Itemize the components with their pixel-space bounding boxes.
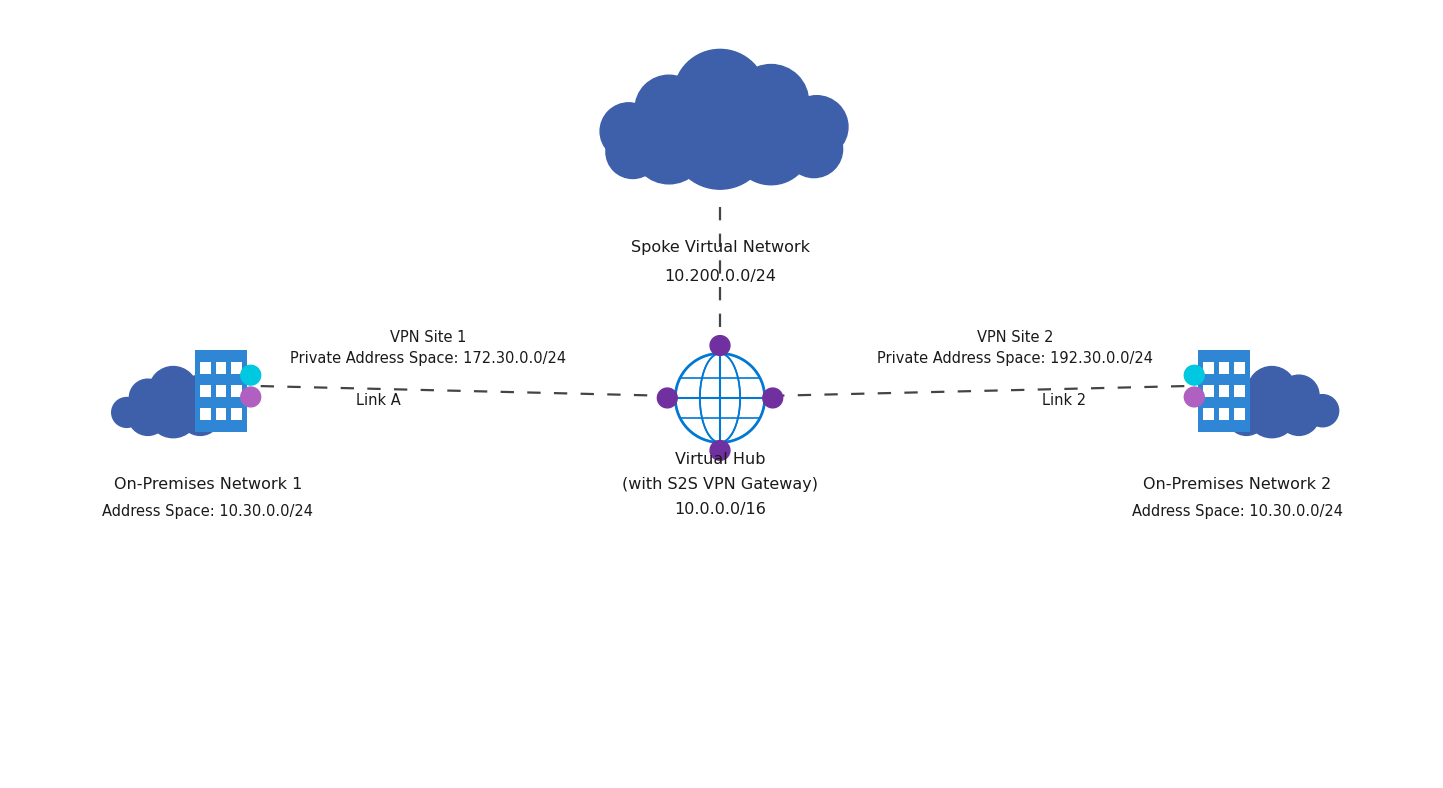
- Text: Virtual Hub: Virtual Hub: [675, 452, 765, 467]
- Text: Link 2: Link 2: [1042, 393, 1087, 408]
- FancyBboxPatch shape: [216, 385, 227, 396]
- FancyBboxPatch shape: [1198, 351, 1250, 432]
- Circle shape: [785, 121, 843, 177]
- Circle shape: [241, 387, 261, 407]
- Circle shape: [1247, 387, 1297, 437]
- Circle shape: [763, 388, 782, 408]
- Circle shape: [111, 397, 141, 427]
- Text: Private Address Space: 192.30.0.0/24: Private Address Space: 192.30.0.0/24: [877, 351, 1153, 366]
- FancyBboxPatch shape: [201, 362, 211, 374]
- Circle shape: [179, 394, 221, 436]
- Circle shape: [1227, 396, 1266, 436]
- Circle shape: [149, 366, 198, 414]
- Text: VPN Site 2: VPN Site 2: [977, 329, 1053, 344]
- Text: 10.200.0.0/24: 10.200.0.0/24: [664, 269, 776, 284]
- Circle shape: [1248, 366, 1296, 414]
- FancyBboxPatch shape: [231, 385, 241, 396]
- Circle shape: [1185, 387, 1205, 407]
- Circle shape: [147, 387, 199, 437]
- Text: VPN Site 1: VPN Site 1: [390, 329, 466, 344]
- Circle shape: [733, 65, 808, 139]
- Circle shape: [710, 336, 730, 355]
- Circle shape: [130, 379, 166, 416]
- Text: On-Premises Network 1: On-Premises Network 1: [114, 477, 302, 492]
- Circle shape: [785, 95, 848, 158]
- Circle shape: [1278, 394, 1319, 436]
- Circle shape: [606, 125, 659, 179]
- Text: Link A: Link A: [355, 393, 400, 408]
- Circle shape: [1306, 395, 1339, 427]
- Circle shape: [1185, 366, 1205, 385]
- FancyBboxPatch shape: [201, 408, 211, 420]
- FancyBboxPatch shape: [231, 408, 241, 420]
- Circle shape: [674, 50, 766, 142]
- FancyBboxPatch shape: [1203, 408, 1214, 420]
- Circle shape: [1278, 375, 1319, 415]
- Circle shape: [635, 75, 703, 143]
- FancyBboxPatch shape: [1219, 362, 1229, 374]
- FancyBboxPatch shape: [1234, 385, 1245, 396]
- Circle shape: [241, 366, 261, 385]
- Text: On-Premises Network 2: On-Premises Network 2: [1143, 477, 1330, 492]
- Circle shape: [1211, 397, 1241, 427]
- Circle shape: [671, 91, 769, 189]
- Circle shape: [600, 102, 658, 160]
- FancyBboxPatch shape: [1234, 408, 1245, 420]
- Circle shape: [632, 109, 707, 184]
- FancyBboxPatch shape: [1234, 362, 1245, 374]
- Text: Address Space: 10.30.0.0/24: Address Space: 10.30.0.0/24: [102, 504, 313, 519]
- FancyBboxPatch shape: [216, 362, 227, 374]
- Text: Private Address Space: 172.30.0.0/24: Private Address Space: 172.30.0.0/24: [290, 351, 566, 366]
- FancyBboxPatch shape: [1203, 362, 1214, 374]
- Circle shape: [658, 388, 677, 408]
- Text: 10.0.0.0/16: 10.0.0.0/16: [674, 502, 766, 517]
- Circle shape: [675, 354, 765, 443]
- Circle shape: [1228, 379, 1266, 416]
- Text: Address Space: 10.30.0.0/24: Address Space: 10.30.0.0/24: [1131, 504, 1342, 519]
- FancyBboxPatch shape: [1219, 408, 1229, 420]
- Circle shape: [730, 105, 811, 184]
- FancyBboxPatch shape: [1203, 385, 1214, 396]
- FancyBboxPatch shape: [201, 385, 211, 396]
- Circle shape: [180, 375, 221, 415]
- FancyBboxPatch shape: [231, 362, 241, 374]
- Circle shape: [128, 396, 167, 436]
- Circle shape: [710, 440, 730, 460]
- Text: (with S2S VPN Gateway): (with S2S VPN Gateway): [622, 477, 818, 492]
- FancyBboxPatch shape: [216, 408, 227, 420]
- Text: Spoke Virtual Network: Spoke Virtual Network: [631, 240, 810, 255]
- Circle shape: [208, 395, 240, 427]
- FancyBboxPatch shape: [195, 351, 247, 432]
- FancyBboxPatch shape: [1219, 385, 1229, 396]
